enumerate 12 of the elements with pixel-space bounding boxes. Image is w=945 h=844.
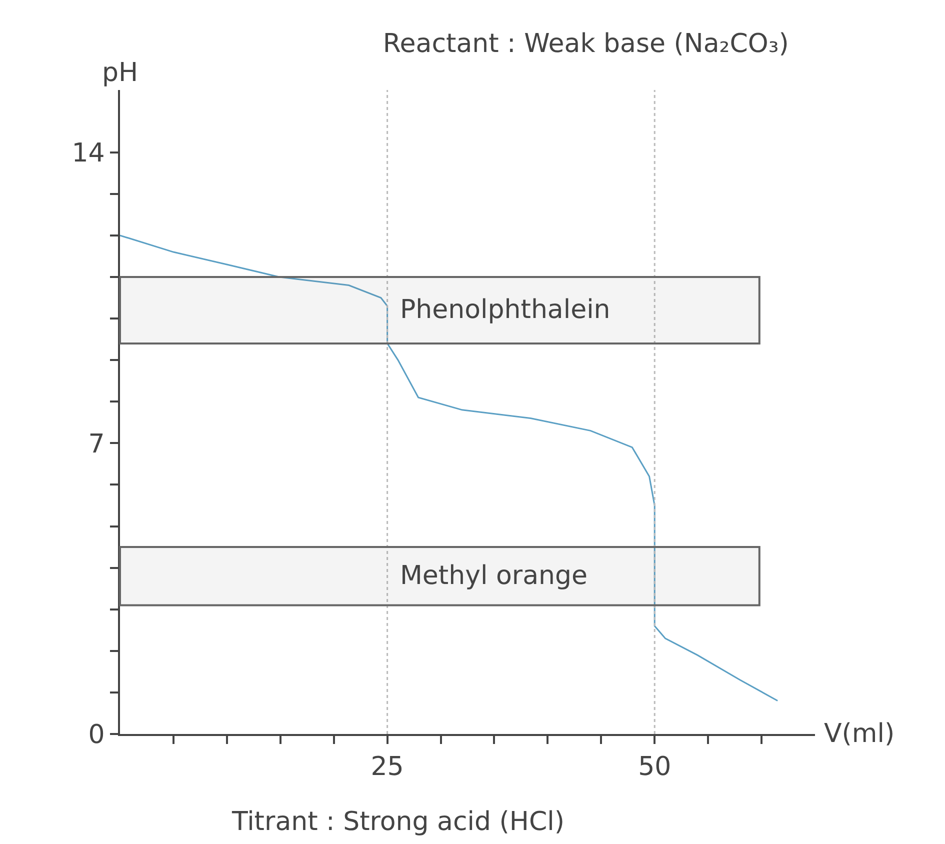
y-tick-label: 7 [88,429,105,460]
band-label: Methyl orange [400,561,588,591]
band-label: Phenolphthalein [400,295,610,325]
x-axis-title: V(ml) [824,719,895,749]
y-tick-label: 0 [88,720,105,750]
x-tick-label: 50 [638,752,672,782]
y-axis-title: pH [102,58,138,88]
text: Titrant : Strong acid (HCl) [231,807,564,837]
line-series [120,234,778,702]
x-tick-label: 25 [370,752,404,782]
chart-title: Reactant : Weak base (Na₂CO₃) [382,28,789,59]
y-tick-label: 14 [72,138,105,168]
